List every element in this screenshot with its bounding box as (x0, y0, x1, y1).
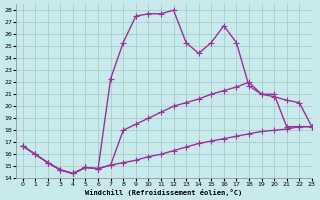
X-axis label: Windchill (Refroidissement éolien,°C): Windchill (Refroidissement éolien,°C) (85, 189, 243, 196)
